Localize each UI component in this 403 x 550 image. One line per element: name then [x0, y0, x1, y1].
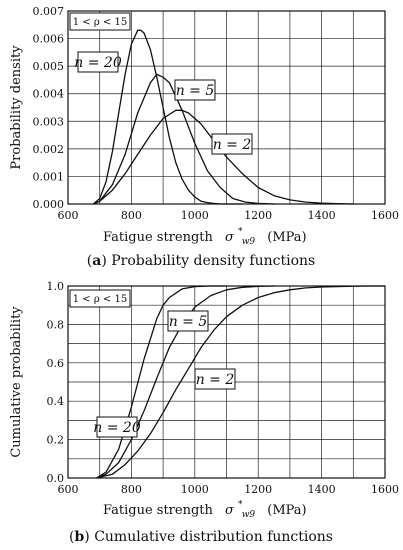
x-tick-label: 800 [121, 209, 142, 222]
chart-a-x-label-unit: (MPa) [267, 230, 306, 245]
x-tick-label: 1000 [181, 209, 209, 222]
chart-b-plot-frame [67, 285, 386, 479]
series-label-text: n = 20 [93, 420, 141, 436]
x-tick-label: 1200 [244, 483, 272, 496]
chart-b-range-note-text: 1 < ρ < 15 [73, 294, 127, 305]
x-tick-label: 1600 [371, 209, 399, 222]
chart-a-caption: (a) Probability density functions [87, 253, 315, 269]
chart-a-plot-frame [67, 10, 386, 205]
chart-a-caption-letter: a [92, 253, 101, 269]
x-tick-label: 1400 [308, 209, 336, 222]
series-label-box [211, 133, 253, 155]
series-line [96, 285, 275, 479]
y-tick-label: 0.4 [47, 395, 65, 408]
chart-b-x-axis-label: Fatigue strength σ * w9 (MPa) [103, 496, 307, 521]
x-tick-label: 1600 [371, 483, 399, 496]
series-label-text: n = 20 [74, 55, 122, 71]
chart-b-x-ticks: 600 800 1000 1200 1400 1600 [58, 483, 400, 496]
chart-a-x-label-symbol: σ [225, 230, 235, 245]
chart-a-y-ticks: 0.000 0.001 0.002 0.003 0.004 0.005 0.006 0.007 [33, 5, 65, 211]
y-tick-label: 0.003 [33, 115, 65, 128]
chart-a-x-axis-label: Fatigue strength σ * w9 (MPa) [103, 223, 307, 248]
series-label: n = 20 [93, 416, 141, 438]
series-label: n = 20 [74, 51, 122, 73]
y-tick-label: 0.002 [33, 143, 65, 156]
chart-b-x-label-symbol: σ [225, 503, 235, 518]
chart-a-x-label-sub: w9 [242, 237, 256, 247]
chart-b-x-label-unit: (MPa) [267, 503, 306, 518]
chart-a-grid [67, 10, 386, 205]
series-line [92, 29, 243, 205]
chart-b-caption: (b) Cumulative distribution functions [69, 529, 333, 545]
y-tick-label: 0.2 [47, 434, 65, 447]
chart-a-caption-text: Probability density functions [107, 253, 315, 269]
chart-b-range-note: 1 < ρ < 15 [69, 289, 131, 308]
y-tick-label: 0.006 [33, 33, 65, 46]
y-tick-label: 1.0 [47, 280, 65, 293]
chart-b-x-label-sub: w9 [242, 510, 256, 520]
series-label-box [77, 51, 119, 73]
chart-a-curves [92, 29, 354, 205]
chart-b-caption-text: Cumulative distribution functions [90, 529, 333, 545]
chart-a: 0.000 0.001 0.002 0.003 0.004 0.005 0.006 0.007… [9, 5, 399, 269]
series-label: n = 2 [194, 368, 236, 390]
chart-b: 0.0 0.2 0.4 0.6 0.8 1.0 600 800 1000 1200 1400 160… [9, 280, 399, 545]
chart-a-x-label-text: Fatigue strength [103, 230, 214, 245]
x-tick-label: 1200 [244, 209, 272, 222]
chart-a-series-labels: n = 20 n = 5 n = 2 [74, 51, 253, 155]
series-label: n = 5 [174, 79, 216, 101]
chart-b-x-label-sup: * [238, 500, 243, 510]
y-tick-label: 0.007 [33, 5, 65, 18]
x-tick-label: 1400 [308, 483, 336, 496]
series-line [93, 109, 354, 205]
chart-a-range-note-text: 1 < ρ < 15 [73, 17, 127, 28]
series-label-text: n = 5 [169, 314, 208, 330]
series-label-text: n = 2 [213, 137, 252, 153]
chart-a-range-note: 1 < ρ < 15 [69, 12, 131, 31]
chart-a-y-axis-label: Probability density [9, 45, 24, 170]
series-label-box [167, 310, 209, 332]
y-tick-label: 0.001 [33, 170, 65, 183]
x-tick-label: 600 [58, 209, 79, 222]
series-line [93, 73, 275, 205]
x-tick-label: 1000 [181, 483, 209, 496]
y-tick-label: 0.005 [33, 60, 65, 73]
chart-b-y-ticks: 0.0 0.2 0.4 0.6 0.8 1.0 [47, 280, 65, 485]
y-tick-label: 0.8 [47, 318, 65, 331]
series-label-text: n = 2 [196, 372, 235, 388]
chart-b-series-labels: n = 20 n = 5 n = 2 [93, 310, 236, 438]
y-tick-label: 0.004 [33, 88, 65, 101]
series-label-text: n = 5 [176, 83, 215, 99]
series-line [96, 285, 385, 479]
x-tick-label: 800 [121, 483, 142, 496]
chart-b-caption-letter: b [74, 529, 84, 545]
chart-a-x-label-sup: * [238, 227, 243, 237]
series-label-box [96, 416, 138, 438]
y-tick-label: 0.0 [47, 472, 65, 485]
chart-a-x-ticks: 600 800 1000 1200 1400 1600 [58, 209, 400, 222]
y-tick-label: 0.000 [33, 198, 65, 211]
series-label: n = 2 [211, 133, 253, 155]
series-label-box [194, 368, 236, 390]
x-tick-label: 600 [58, 483, 79, 496]
chart-b-x-label-text: Fatigue strength [103, 503, 214, 518]
y-tick-label: 0.6 [47, 357, 65, 370]
series-label-box [174, 79, 216, 101]
chart-b-y-axis-label: Cumulative probability [9, 306, 24, 458]
series-label: n = 5 [167, 310, 209, 332]
